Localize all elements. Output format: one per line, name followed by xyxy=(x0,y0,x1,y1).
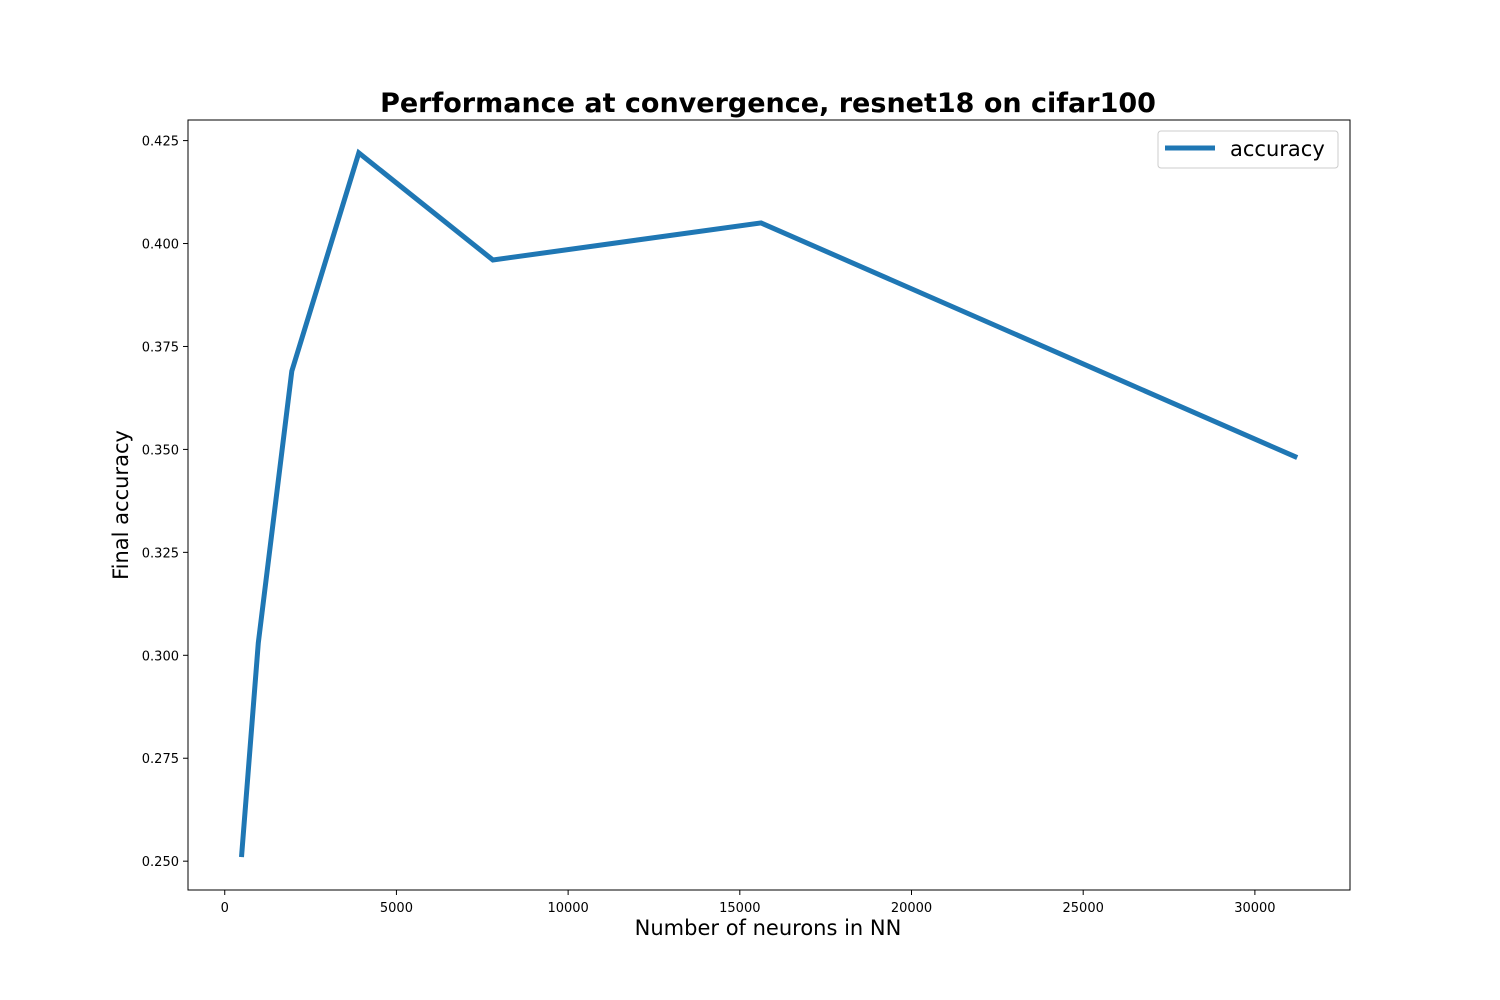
legend-label-accuracy: accuracy xyxy=(1230,137,1325,161)
axes-frame xyxy=(187,119,1351,891)
y-tick-label: 0.400 xyxy=(142,238,179,253)
legend-box xyxy=(1157,130,1339,169)
x-tick-label: 25000 xyxy=(1063,901,1104,916)
x-tick-label: 0 xyxy=(221,901,229,916)
x-axis-label: Number of neurons in NN xyxy=(635,916,902,940)
y-axis-label: Final accuracy xyxy=(109,430,133,580)
plot-area xyxy=(239,148,1299,858)
legend: accuracy xyxy=(1157,130,1339,169)
y-tick-label: 0.425 xyxy=(142,135,179,150)
x-tick-label: 15000 xyxy=(719,901,760,916)
x-tick-label: 20000 xyxy=(891,901,932,916)
y-tick-label: 0.350 xyxy=(142,443,179,458)
y-tick-label: 0.325 xyxy=(142,546,179,561)
y-tick-label: 0.250 xyxy=(142,855,179,870)
y-tick-label: 0.300 xyxy=(142,649,179,664)
x-tick-label: 5000 xyxy=(380,901,413,916)
chart-title: Performance at convergence, resnet18 on … xyxy=(380,88,1156,119)
x-tick-label: 30000 xyxy=(1234,901,1275,916)
x-tick-label: 10000 xyxy=(547,901,588,916)
y-tick-label: 0.375 xyxy=(142,340,179,355)
y-tick-label: 0.275 xyxy=(142,752,179,767)
